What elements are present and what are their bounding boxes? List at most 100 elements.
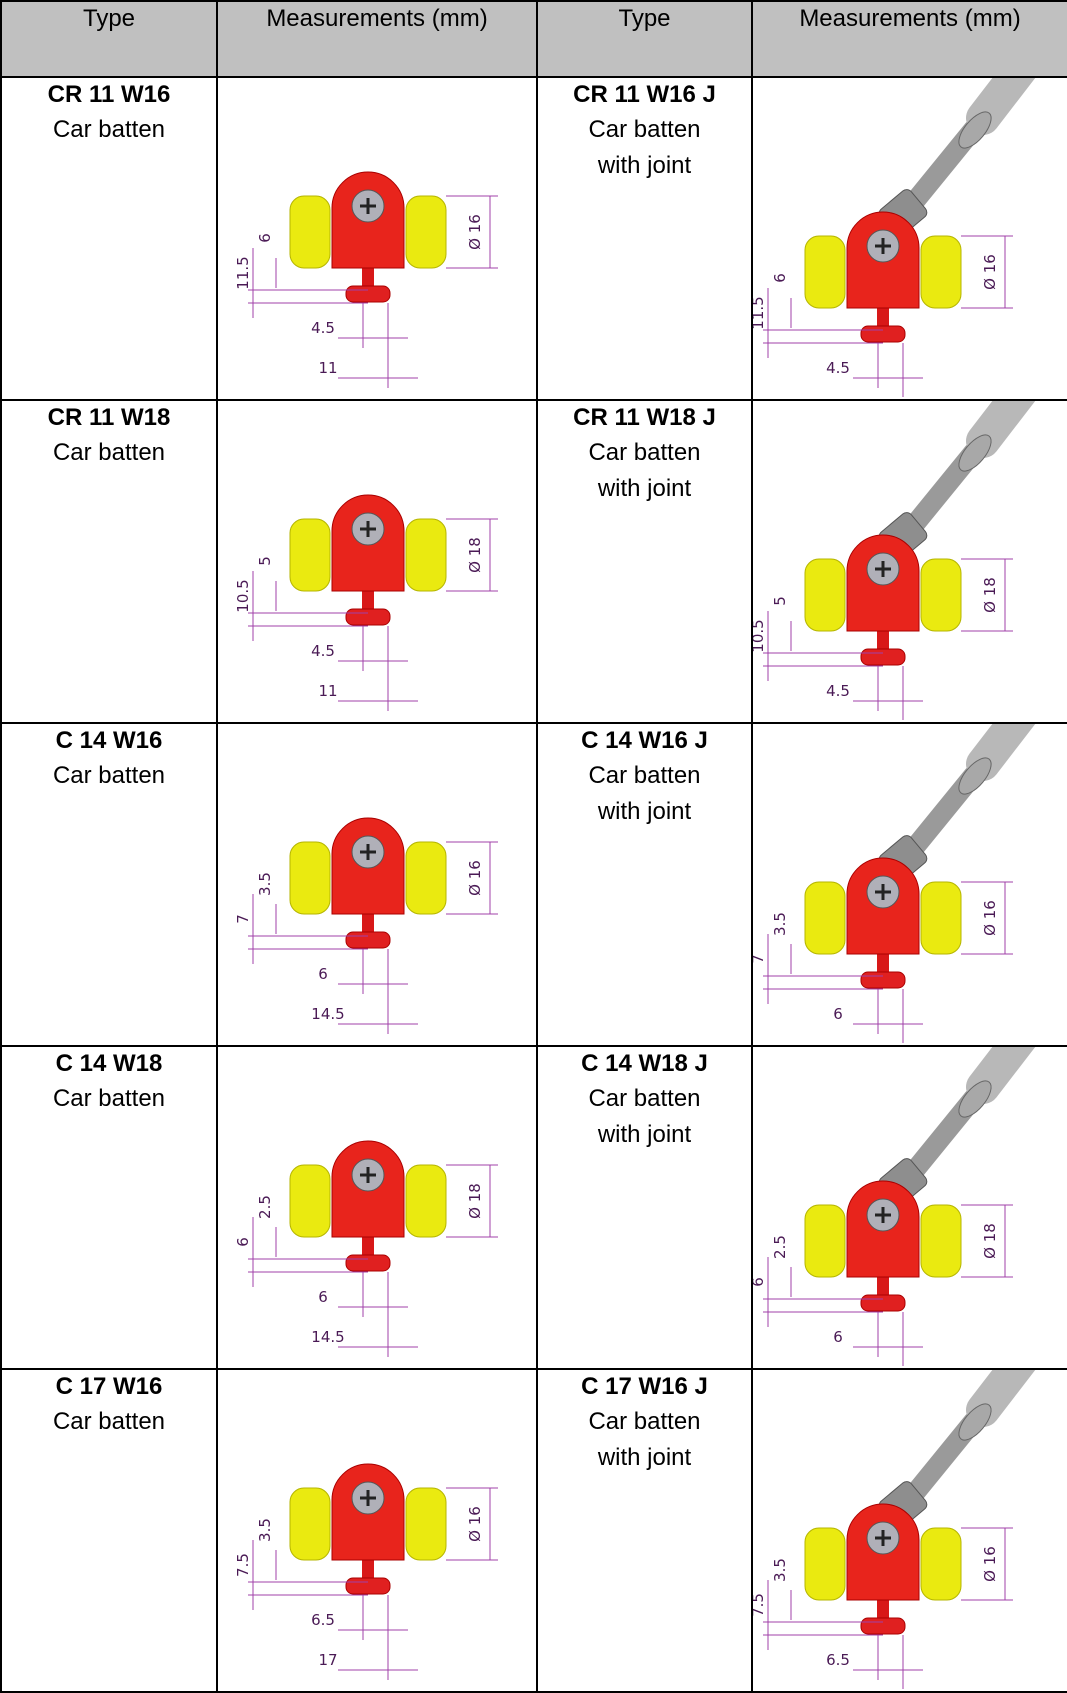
type-description: Car batten	[588, 1085, 701, 1112]
type-description: with joint	[597, 798, 692, 825]
dimension-line	[961, 1527, 1013, 1601]
type-cell: C 17 W16 Car batten	[0, 1368, 218, 1693]
type-description: with joint	[597, 1121, 692, 1148]
dimension-label: 6	[753, 1277, 767, 1287]
dimension-label: 14.5	[311, 1328, 344, 1346]
dimension-line	[446, 1164, 498, 1238]
joint-collar	[958, 434, 992, 472]
type-code: CR 11 W16 J	[573, 81, 716, 108]
stem	[362, 587, 374, 615]
dimension-label: 6	[833, 1005, 843, 1023]
header-row: Type Measurements (mm) Type Measurements…	[0, 0, 1067, 78]
dimension-line	[248, 248, 368, 318]
stem	[362, 264, 374, 292]
part-illustration: 2.5 6 6 14.5 Ø 18	[234, 1140, 498, 1357]
type-code: C 14 W16	[55, 727, 163, 754]
dimension-line	[248, 894, 368, 964]
wheel	[289, 1487, 331, 1561]
wheel	[920, 558, 962, 632]
dimension-label: 6	[234, 1237, 252, 1247]
wheel	[920, 235, 962, 309]
dimension-line	[338, 303, 418, 388]
dimension-label: Ø 16	[466, 860, 484, 896]
type-cell: C 14 W18 J Car batten with joint	[536, 1045, 753, 1370]
stem-head	[345, 1254, 391, 1272]
screw-cross	[360, 521, 376, 537]
type-code: C 14 W16 J	[581, 727, 708, 754]
header-cell: Measurements (mm)	[216, 0, 538, 78]
dimension-label: Ø 16	[466, 1506, 484, 1542]
dimension-label: Ø 18	[466, 537, 484, 573]
part-illustration: 3.5 7 6 14.5 Ø 16	[234, 817, 498, 1034]
dimension-label: 11	[318, 359, 337, 377]
wheel	[405, 195, 447, 269]
wheel	[405, 1487, 447, 1561]
joint-collar	[958, 757, 992, 795]
dimension-line	[248, 571, 368, 641]
dimension-label: 7.5	[753, 1593, 767, 1617]
dimension-label: Ø 18	[981, 577, 999, 613]
dimension-label: 11	[318, 682, 337, 700]
wheel	[804, 558, 846, 632]
type-cell: C 14 W18 Car batten	[0, 1045, 218, 1370]
type-cell: CR 11 W16 J Car batten with joint	[536, 76, 753, 401]
measurement-cell: 2.5 6 6 14.5 Ø 18	[216, 1045, 538, 1370]
joint-rod-end	[966, 401, 1036, 458]
dimension-label: 14.5	[311, 1005, 344, 1023]
measurement-drawing: 6 11.5 4.5 11 Ø 16	[234, 171, 498, 388]
dimension-label: 4.5	[826, 359, 850, 377]
type-code: C 17 W16 J	[581, 1373, 708, 1400]
wheel	[405, 841, 447, 915]
type-description: Car batten	[588, 1408, 701, 1435]
wheel	[289, 518, 331, 592]
screw-cross	[360, 1167, 376, 1183]
dimension-label: 4.5	[311, 319, 335, 337]
wheel	[289, 195, 331, 269]
dimension-label: Ø 18	[981, 1223, 999, 1259]
stem	[362, 1556, 374, 1584]
table-body: CR 11 W16 Car batten 6 11.5 4.5 11 Ø 16 CR 11 W…	[0, 76, 1067, 1693]
dimension-line	[961, 235, 1013, 309]
stem	[877, 1596, 889, 1624]
screw-cross	[875, 238, 891, 254]
wheel	[804, 881, 846, 955]
product-row: C 14 W16 Car batten 3.5 7 6 14.5 Ø 16 C 14 W16 …	[0, 722, 1067, 1047]
screw-cross	[875, 1530, 891, 1546]
wheel	[804, 1527, 846, 1601]
dimension-line	[446, 841, 498, 915]
type-code: CR 11 W18 J	[573, 404, 716, 431]
stem	[877, 627, 889, 655]
dimension-label: Ø 16	[981, 1546, 999, 1582]
dimension-line	[338, 949, 418, 1034]
joint-rod-end	[966, 78, 1036, 135]
type-cell: CR 11 W18 J Car batten with joint	[536, 399, 753, 724]
dimension-line	[763, 288, 883, 358]
dimension-line	[853, 1635, 923, 1689]
dimension-line	[961, 558, 1013, 632]
dimension-label: 3.5	[771, 1558, 789, 1582]
dimension-label: 11.5	[234, 256, 252, 289]
wheel	[289, 1164, 331, 1238]
dimension-label: 3.5	[256, 872, 274, 896]
joint-collar	[958, 111, 992, 149]
dimension-label: 10.5	[753, 619, 767, 652]
type-code: C 14 W18 J	[581, 1050, 708, 1077]
dimension-line	[763, 1257, 883, 1327]
stem	[877, 1273, 889, 1301]
wheel	[920, 881, 962, 955]
screw-cross	[875, 561, 891, 577]
dimension-label: Ø 16	[981, 900, 999, 936]
type-description: Car batten	[52, 116, 166, 143]
product-row: C 14 W18 Car batten 2.5 6 6 14.5 Ø 18 C 14 W18 …	[0, 1045, 1067, 1370]
type-code: C 14 W18	[55, 1050, 163, 1077]
dimension-label: 6.5	[826, 1651, 850, 1669]
wheel	[405, 518, 447, 592]
